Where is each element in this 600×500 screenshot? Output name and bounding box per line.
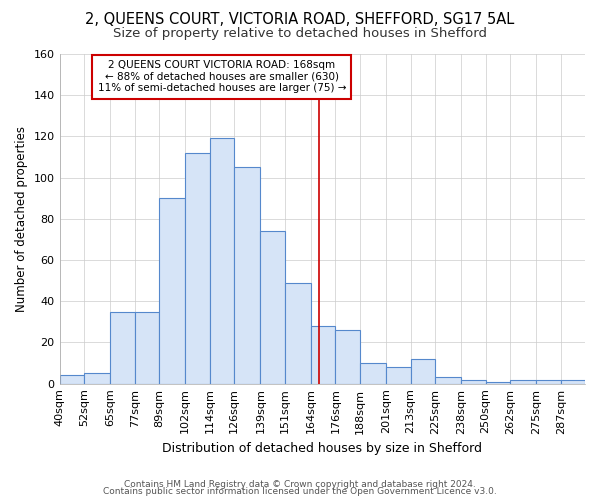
Bar	[560, 380, 585, 384]
Bar	[134, 312, 159, 384]
Bar	[234, 168, 260, 384]
Bar	[360, 363, 386, 384]
Text: 2 QUEENS COURT VICTORIA ROAD: 168sqm
← 88% of detached houses are smaller (630)
: 2 QUEENS COURT VICTORIA ROAD: 168sqm ← 8…	[98, 60, 346, 94]
Bar	[311, 326, 335, 384]
Bar	[410, 359, 435, 384]
Text: Size of property relative to detached houses in Shefford: Size of property relative to detached ho…	[113, 28, 487, 40]
Bar	[461, 380, 485, 384]
Bar	[386, 367, 410, 384]
Bar	[536, 380, 560, 384]
Bar	[435, 378, 461, 384]
Bar	[59, 376, 84, 384]
Bar	[159, 198, 185, 384]
Text: Contains HM Land Registry data © Crown copyright and database right 2024.: Contains HM Land Registry data © Crown c…	[124, 480, 476, 489]
Text: Contains public sector information licensed under the Open Government Licence v3: Contains public sector information licen…	[103, 487, 497, 496]
Bar	[185, 153, 209, 384]
Bar	[335, 330, 360, 384]
Text: 2, QUEENS COURT, VICTORIA ROAD, SHEFFORD, SG17 5AL: 2, QUEENS COURT, VICTORIA ROAD, SHEFFORD…	[85, 12, 515, 28]
Bar	[485, 382, 510, 384]
Bar	[84, 374, 110, 384]
X-axis label: Distribution of detached houses by size in Shefford: Distribution of detached houses by size …	[162, 442, 482, 455]
Bar	[110, 312, 134, 384]
Bar	[285, 282, 311, 384]
Bar	[260, 231, 285, 384]
Bar	[510, 380, 536, 384]
Bar	[209, 138, 234, 384]
Y-axis label: Number of detached properties: Number of detached properties	[15, 126, 28, 312]
